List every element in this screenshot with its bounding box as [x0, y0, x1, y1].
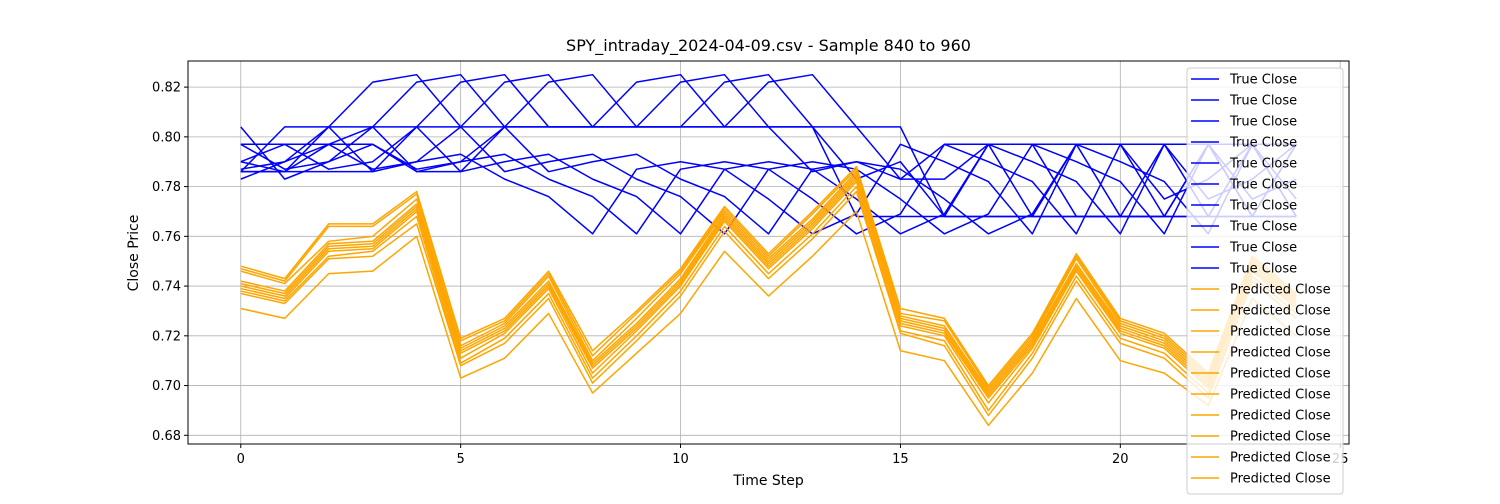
predicted-close-line	[240, 170, 1297, 392]
predicted-close-line	[240, 168, 1297, 389]
legend-entry: Predicted Close	[1230, 388, 1331, 403]
legend-entry: True Close	[1229, 157, 1297, 172]
legend-box	[1186, 67, 1344, 495]
predicted-close-line	[240, 180, 1297, 404]
legend-entry: Predicted Close	[1230, 409, 1331, 424]
true-close-line	[240, 126, 1297, 235]
y-tick-label: 0.80	[152, 130, 181, 145]
x-axis-label: Time Step	[732, 473, 804, 489]
y-tick-label: 0.76	[152, 230, 181, 245]
y-tick-label: 0.82	[152, 81, 181, 96]
true-close-line	[240, 73, 1297, 218]
legend-entry: True Close	[1229, 241, 1297, 256]
legend-entry: Predicted Close	[1230, 325, 1331, 340]
y-tick-label: 0.70	[152, 379, 181, 394]
legend-entry: Predicted Close	[1230, 367, 1331, 382]
legend-entry: True Close	[1229, 115, 1297, 130]
legend-entry: Predicted Close	[1230, 283, 1331, 298]
legend-entry: Predicted Close	[1230, 304, 1331, 319]
legend-entry: True Close	[1229, 262, 1297, 277]
x-tick-label: 15	[892, 452, 909, 467]
y-tick-label: 0.68	[152, 429, 181, 444]
legend-entry: True Close	[1229, 199, 1297, 214]
legend-entry: True Close	[1229, 178, 1297, 193]
predicted-close-line	[240, 210, 1297, 427]
legend-entry: Predicted Close	[1230, 346, 1331, 361]
predicted-close-line	[240, 178, 1297, 399]
predicted-close-line	[240, 173, 1297, 394]
legend-entry: True Close	[1229, 136, 1297, 151]
x-tick-label: 10	[672, 452, 689, 467]
y-tick-label: 0.74	[152, 280, 181, 295]
predicted-close-line	[240, 165, 1297, 387]
grid-lines	[188, 61, 1349, 444]
y-axis-label: Close Price	[126, 215, 142, 292]
y-tick-label: 0.72	[152, 329, 181, 344]
x-tick-label: 20	[1112, 452, 1129, 467]
legend-entry: Predicted Close	[1230, 472, 1331, 487]
predicted-close-line	[240, 175, 1297, 397]
legend: True Close True Close True Close True Close…	[1186, 67, 1344, 495]
x-tick-label: 5	[457, 452, 465, 467]
legend-entry: True Close	[1229, 73, 1297, 88]
legend-entry: True Close	[1229, 94, 1297, 109]
y-tick-label: 0.78	[152, 180, 181, 195]
chart-title: SPY_intraday_2024-04-09.csv - Sample 840…	[566, 36, 971, 56]
predicted-close-line	[240, 185, 1297, 412]
legend-entry: True Close	[1229, 220, 1297, 235]
predicted-close-line	[240, 190, 1297, 417]
series-lines	[240, 73, 1297, 427]
true-close-line	[240, 73, 1297, 218]
legend-entry: Predicted Close	[1230, 430, 1331, 445]
legend-entry: Predicted Close	[1230, 451, 1331, 466]
plot-frame	[187, 60, 1350, 445]
x-tick-label: 0	[237, 452, 245, 467]
